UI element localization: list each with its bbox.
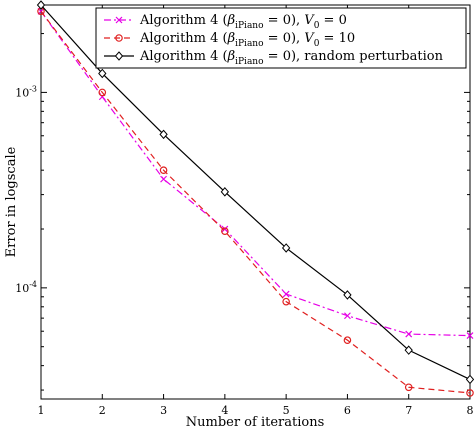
legend-label-text: Algorithm 4 ( — [139, 49, 228, 64]
axis-ticks: 1 2 3 4 5 6 7 810-310-4 — [15, 5, 474, 417]
series-2 — [37, 7, 474, 397]
legend-label-subscript: iPiano — [235, 21, 263, 31]
y-tick-label: 10-4 — [15, 280, 37, 295]
legend-entry: Algorithm 4 (βiPiano = 0), V0 = 10 — [104, 31, 355, 49]
data-point — [343, 290, 352, 300]
data-point — [159, 129, 168, 140]
data-point — [282, 297, 290, 306]
legend-label: Algorithm 4 (βiPiano = 0), V0 = 0 — [139, 13, 347, 31]
legend-marker — [114, 51, 124, 61]
x-tick-label: 3 — [160, 404, 167, 417]
data-point — [343, 336, 352, 344]
x-tick-label: 5 — [283, 404, 290, 417]
series-3 — [36, 0, 474, 385]
x-tick-label: 6 — [344, 404, 351, 417]
legend-marker — [115, 34, 123, 42]
series-layer — [36, 0, 474, 397]
legend-label-symbol: β — [227, 49, 236, 64]
legend-marker — [115, 16, 123, 24]
legend-label-text: = 0 — [319, 13, 346, 28]
legend-label-variable: V — [304, 31, 315, 46]
legend-label-text: = 0), — [264, 13, 305, 28]
y-axis-title: Error in logscale — [4, 146, 19, 257]
legend-label-subscript: 0 — [314, 39, 320, 49]
series-line — [40, 10, 471, 394]
y-tick-exponent: -3 — [29, 84, 37, 93]
legend-box — [95, 7, 467, 69]
data-point — [404, 383, 413, 392]
data-point — [281, 243, 291, 253]
legend-label-subscript: iPiano — [235, 39, 263, 49]
legend: Algorithm 4 (βiPiano = 0), V0 = 0Algorit… — [95, 7, 467, 69]
data-point — [159, 166, 168, 174]
legend-label-text: random perturbation — [304, 49, 443, 64]
series-line — [40, 10, 471, 337]
legend-label-variable: V — [304, 13, 315, 28]
legend-label: Algorithm 4 (βiPiano = 0), random pertur… — [139, 49, 444, 67]
legend-label-symbol: β — [227, 13, 236, 28]
x-tick-label: 8 — [467, 404, 474, 417]
legend-label: Algorithm 4 (βiPiano = 0), V0 = 10 — [139, 31, 355, 49]
data-point — [404, 345, 413, 355]
legend-label-text: Algorithm 4 ( — [139, 13, 228, 28]
y-tick-base: 10 — [15, 86, 29, 99]
y-tick-base: 10 — [15, 282, 29, 295]
legend-label-symbol: β — [227, 31, 236, 46]
x-tick-label: 2 — [99, 404, 106, 417]
series-line — [40, 4, 471, 380]
data-point — [160, 175, 167, 183]
legend-label-text: Algorithm 4 ( — [139, 31, 228, 46]
y-tick-label: 10-3 — [15, 84, 37, 99]
data-point — [221, 227, 229, 235]
legend-label-text: = 0), — [264, 31, 305, 46]
data-point — [98, 68, 107, 79]
legend-label-subscript: iPiano — [235, 57, 263, 67]
legend-label-text: = 0), — [264, 49, 305, 64]
legend-label-subscript: 0 — [314, 21, 320, 31]
x-tick-label: 4 — [221, 404, 228, 417]
data-point — [98, 88, 107, 97]
data-point — [282, 290, 290, 298]
x-axis-title: Number of iterations — [186, 415, 325, 430]
y-tick-exponent: -4 — [29, 280, 37, 289]
legend-entry: Algorithm 4 (βiPiano = 0), random pertur… — [104, 49, 444, 67]
data-point — [344, 312, 351, 320]
data-point — [466, 389, 474, 397]
data-point — [36, 0, 46, 10]
data-point — [466, 332, 474, 339]
data-point — [221, 225, 229, 233]
legend-entry: Algorithm 4 (βiPiano = 0), V0 = 0 — [104, 13, 347, 31]
data-point — [220, 187, 230, 197]
legend-label-text: = 10 — [319, 31, 355, 46]
x-tick-label: 1 — [38, 404, 45, 417]
data-point — [465, 374, 474, 385]
plot-area — [40, 4, 471, 400]
data-point — [405, 330, 413, 338]
x-tick-label: 7 — [405, 404, 412, 417]
